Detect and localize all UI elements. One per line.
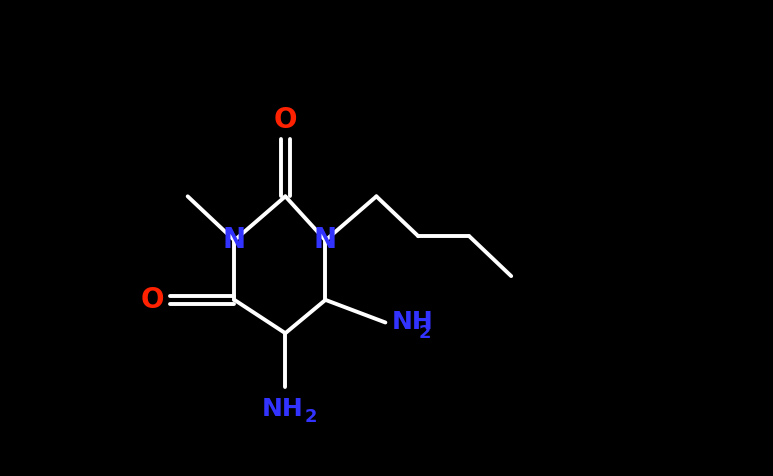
Text: NH: NH <box>391 310 433 335</box>
Text: O: O <box>274 107 297 134</box>
Text: O: O <box>140 286 164 314</box>
Text: NH: NH <box>261 397 303 421</box>
Text: N: N <box>314 227 337 254</box>
Text: 2: 2 <box>305 407 318 426</box>
Text: 2: 2 <box>419 324 431 342</box>
Text: N: N <box>223 227 246 254</box>
